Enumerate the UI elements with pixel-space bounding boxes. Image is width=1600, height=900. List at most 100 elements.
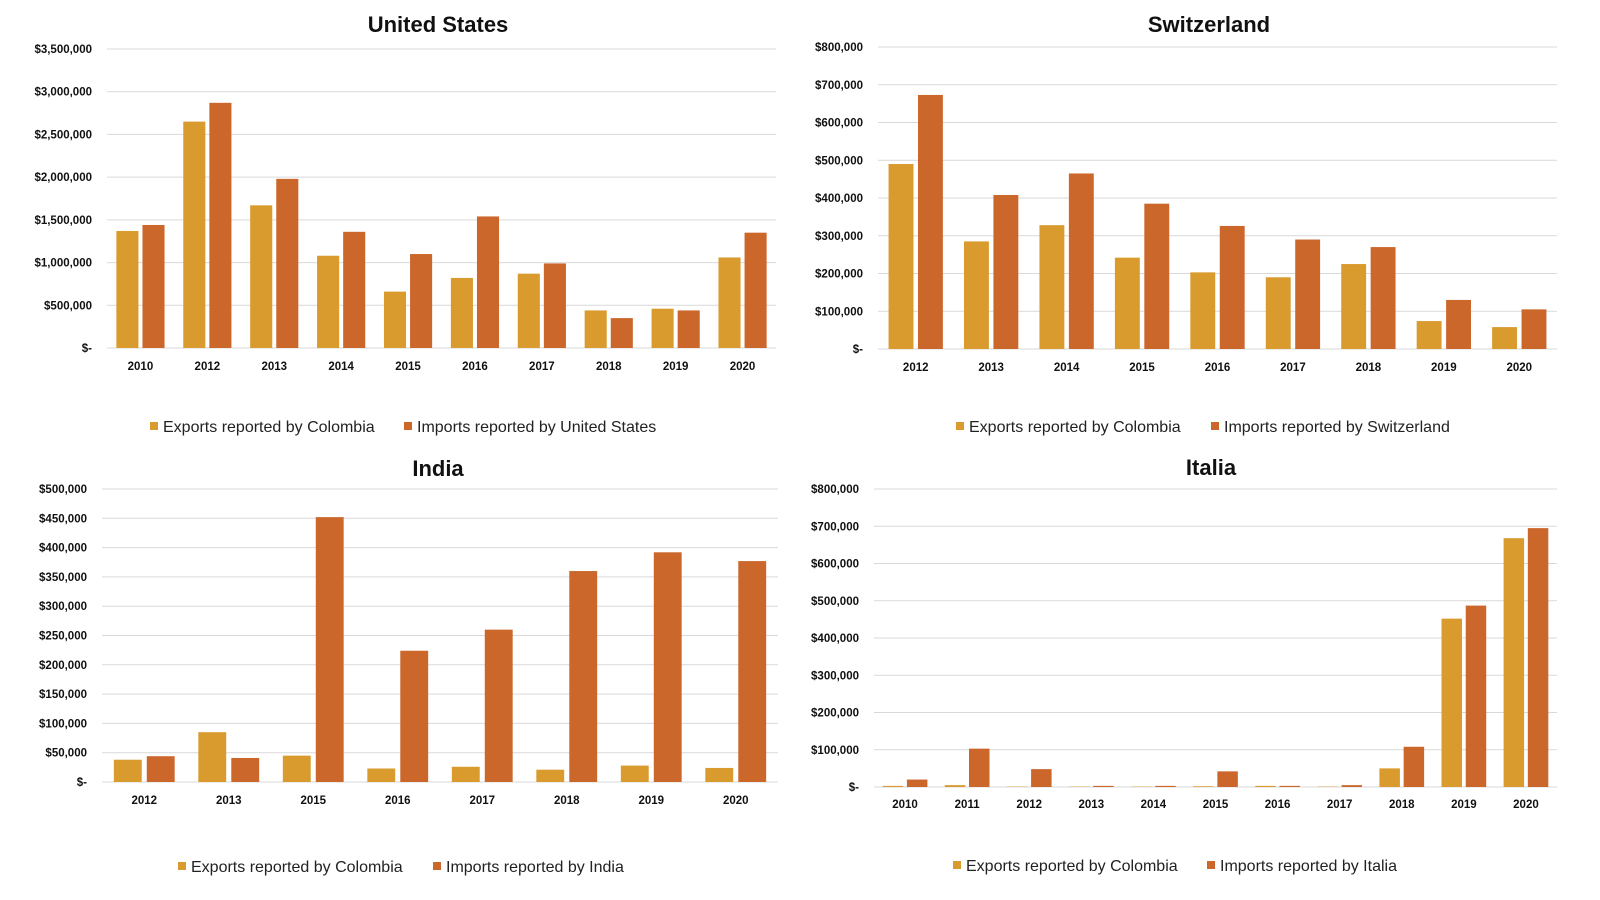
y-tick-label: $- (853, 344, 863, 356)
legend-swatch-exports (956, 422, 964, 430)
x-tick-label: 2020 (1513, 799, 1539, 811)
bar-imports-2017 (1341, 785, 1363, 787)
y-tick-label: $800,000 (815, 42, 863, 54)
y-tick-label: $100,000 (815, 306, 863, 318)
y-tick-label: $700,000 (811, 521, 859, 533)
y-tick-label: $250,000 (39, 631, 87, 643)
bar-imports-2012 (146, 756, 175, 782)
legend-swatch-imports (1211, 422, 1219, 430)
x-tick-label: 2013 (1079, 799, 1105, 811)
legend-swatch-exports (150, 422, 158, 430)
x-tick-label: 2013 (978, 362, 1004, 374)
bar-imports-2013 (231, 757, 260, 782)
bar-imports-2011 (968, 748, 990, 787)
bar-imports-2020 (744, 232, 767, 348)
legend-swatch-exports (178, 862, 186, 870)
y-tick-label: $400,000 (39, 543, 87, 555)
y-tick-label: $200,000 (39, 660, 87, 672)
y-tick-label: $2,500,000 (34, 129, 92, 141)
bar-imports-2019 (1446, 299, 1471, 349)
bar-exports-2016 (1190, 272, 1216, 349)
bar-exports-2019 (1416, 321, 1442, 349)
legend-label-imports: Imports reported by Switzerland (1224, 419, 1450, 436)
bar-exports-2014 (317, 255, 340, 348)
legend-swatch-imports (404, 422, 412, 430)
chart-svg-india: India $- $50,000 $100,000 $150,000 $200,000 $2… (39, 456, 778, 876)
bar-imports-2012 (917, 94, 943, 349)
chart-title: Switzerland (1148, 12, 1270, 37)
bar-exports-2019 (620, 765, 649, 782)
bar-imports-2018 (1403, 746, 1425, 787)
y-tick-label: $600,000 (815, 118, 863, 130)
chart-panel-united-states: United States $- $500,000 $1,000,000 $1,500,… (0, 0, 800, 450)
bar-imports-2015 (410, 254, 433, 348)
x-tick-label: 2018 (1389, 799, 1415, 811)
chart-title: India (412, 456, 464, 481)
y-tick-label: $- (82, 343, 92, 355)
bar-exports-2017 (451, 766, 480, 782)
bar-imports-2020 (738, 561, 767, 782)
x-tick-label: 2016 (462, 361, 488, 373)
y-tick-label: $200,000 (811, 708, 859, 720)
bar-imports-2020 (1527, 528, 1549, 787)
bar-exports-2018 (536, 769, 565, 782)
bar-imports-2014 (343, 231, 366, 348)
y-tick-label: $- (849, 782, 859, 794)
bar-exports-2020 (1492, 327, 1518, 349)
x-tick-label: 2015 (300, 795, 326, 807)
x-tick-label: 2017 (1327, 799, 1353, 811)
legend-label-exports: Exports reported by Colombia (191, 859, 403, 876)
x-tick-label: 2013 (216, 795, 242, 807)
bar-exports-2019 (1441, 618, 1463, 787)
x-tick-label: 2013 (261, 361, 287, 373)
y-tick-label: $500,000 (44, 300, 92, 312)
bar-imports-2015 (315, 517, 344, 782)
x-tick-label: 2017 (1280, 362, 1306, 374)
y-tick-label: $300,000 (811, 670, 859, 682)
bar-exports-2012 (888, 164, 914, 349)
bar-exports-2012 (113, 759, 142, 782)
bar-imports-2013 (1093, 785, 1114, 787)
bar-imports-2017 (1295, 239, 1321, 349)
x-tick-label: 2017 (469, 795, 495, 807)
bar-imports-2016 (1219, 225, 1245, 349)
bar-exports-2016 (367, 768, 396, 782)
bar-exports-2020 (705, 767, 734, 782)
legend-label-exports: Exports reported by Colombia (966, 858, 1178, 875)
x-tick-label: 2019 (638, 795, 664, 807)
bar-imports-2019 (677, 310, 700, 348)
y-tick-label: $500,000 (39, 484, 87, 496)
x-tick-label: 2016 (385, 795, 411, 807)
bar-imports-2012 (209, 102, 232, 348)
y-tick-label: $300,000 (39, 601, 87, 613)
bar-exports-2010 (116, 230, 139, 348)
chart-title: United States (368, 12, 509, 37)
bar-exports-2018 (1379, 768, 1400, 787)
y-tick-label: $400,000 (811, 633, 859, 645)
bar-exports-2019 (651, 308, 674, 348)
bar-exports-2011 (944, 785, 966, 787)
chart-panel-india: India $- $50,000 $100,000 $150,000 $200,000 $2… (0, 450, 800, 900)
x-tick-label: 2012 (131, 795, 157, 807)
x-tick-label: 2017 (529, 361, 555, 373)
y-tick-label: $300,000 (815, 231, 863, 243)
bar-exports-2015 (1193, 786, 1214, 787)
bar-imports-2016 (1279, 785, 1300, 787)
y-tick-label: $100,000 (811, 745, 859, 757)
bar-imports-2017 (484, 629, 513, 782)
x-tick-label: 2015 (395, 361, 421, 373)
bar-imports-2015 (1217, 771, 1238, 787)
bar-imports-2018 (1370, 247, 1396, 349)
legend-label-exports: Exports reported by Colombia (163, 419, 375, 436)
bar-imports-2018 (569, 571, 598, 782)
y-tick-label: $1,500,000 (34, 215, 92, 227)
x-tick-label: 2010 (892, 799, 918, 811)
y-tick-label: $600,000 (811, 559, 859, 571)
bar-imports-2019 (1465, 605, 1487, 787)
x-tick-label: 2020 (730, 361, 756, 373)
y-tick-label: $450,000 (39, 513, 87, 525)
legend-swatch-exports (953, 861, 961, 869)
y-tick-label: $- (77, 777, 87, 789)
x-tick-label: 2020 (1506, 362, 1532, 374)
bar-exports-2013 (198, 732, 227, 782)
